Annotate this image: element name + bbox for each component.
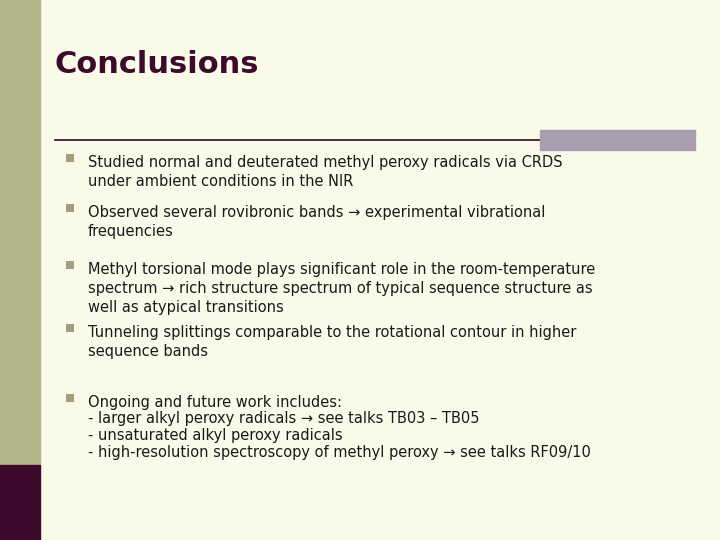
Text: Studied normal and deuterated methyl peroxy radicals via CRDS
under ambient cond: Studied normal and deuterated methyl per…: [88, 155, 562, 189]
Text: - unsaturated alkyl peroxy radicals: - unsaturated alkyl peroxy radicals: [88, 428, 343, 443]
Text: Observed several rovibronic bands → experimental vibrational
frequencies: Observed several rovibronic bands → expe…: [88, 205, 545, 239]
Text: Ongoing and future work includes:: Ongoing and future work includes:: [88, 395, 342, 410]
Text: - high-resolution spectroscopy of methyl peroxy → see talks RF09/10: - high-resolution spectroscopy of methyl…: [88, 445, 591, 460]
Bar: [0, 0, 40, 465]
Text: Methyl torsional mode plays significant role in the room-temperature
spectrum → : Methyl torsional mode plays significant …: [88, 262, 595, 315]
Bar: [0, 465, 40, 540]
Bar: [540, 130, 695, 150]
Text: - larger alkyl peroxy radicals → see talks TB03 – TB05: - larger alkyl peroxy radicals → see tal…: [88, 411, 480, 426]
Text: Conclusions: Conclusions: [55, 50, 259, 79]
Text: Tunneling splittings comparable to the rotational contour in higher
sequence ban: Tunneling splittings comparable to the r…: [88, 325, 577, 359]
